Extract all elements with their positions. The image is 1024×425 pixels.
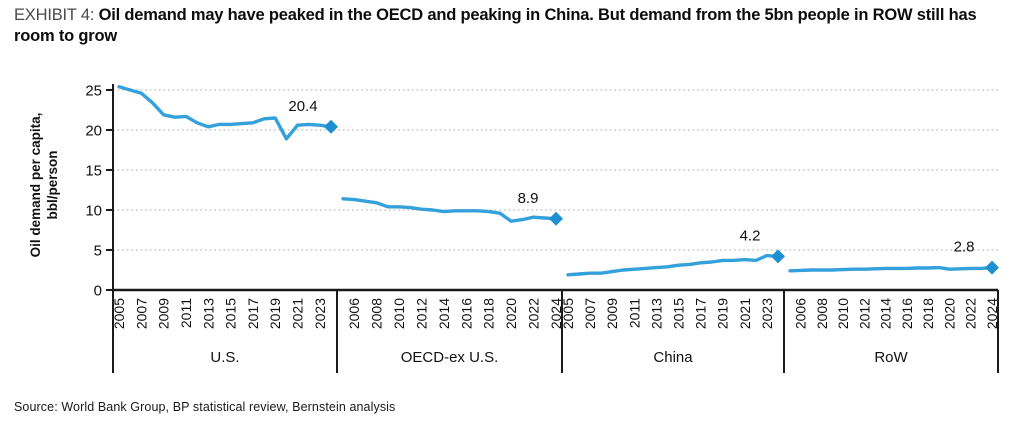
chart-canvas: 0 5 10 15 20 25 Oil demand per capita, bbl/pers… — [28, 83, 1000, 373]
x-tick-year-label: 2016 — [458, 298, 474, 329]
x-tick-year-label: 2021 — [737, 298, 753, 329]
x-tick-year-label: 2010 — [391, 298, 407, 329]
x-tick-year-label: 2011 — [178, 298, 194, 328]
x-tick-year-label: 2019 — [715, 298, 731, 329]
x-tick-year-label: 2006 — [793, 298, 809, 329]
end-diamond-marker — [985, 260, 999, 275]
series-line-us — [117, 85, 333, 141]
source-note: Source: World Bank Group, BP statistical… — [14, 400, 396, 414]
x-tick-year-label: 2022 — [963, 298, 979, 329]
panel-label: RoW — [874, 349, 908, 366]
exhibit-label: EXHIBIT 4: — [14, 6, 95, 24]
y-axis-title-line1: Oil demand per capita, — [28, 113, 43, 258]
x-tick-year-label: 2020 — [941, 298, 957, 329]
data-label: 2.8 — [954, 239, 975, 256]
x-tick-year-label: 2013 — [648, 298, 664, 329]
x-tick-year-label: 2010 — [835, 298, 851, 329]
data-label: 8.9 — [518, 190, 539, 207]
y-tick-label: 5 — [94, 243, 102, 260]
x-tick-year-label: 2021 — [290, 298, 306, 329]
x-tick-year-label: 2007 — [133, 298, 149, 329]
oil-demand-chart: 0 5 10 15 20 25 Oil demand per capita, bbl/pers… — [0, 70, 1024, 390]
x-tick-year-label: 2012 — [413, 298, 429, 329]
x-tick-year-label: 2023 — [312, 298, 328, 329]
x-tick-year-label: 2017 — [245, 298, 261, 329]
data-label: 20.4 — [288, 98, 317, 115]
x-tick-year-label: 2022 — [526, 298, 542, 329]
x-tick-year-label: 2014 — [878, 298, 894, 329]
x-tick-year-label: 2023 — [759, 298, 775, 329]
panel-label: U.S. — [210, 349, 239, 366]
panel-label: OECD-ex U.S. — [401, 349, 499, 366]
x-tick-year-label: 2017 — [693, 298, 709, 329]
x-tick-year-label: 2009 — [156, 298, 172, 329]
x-tick-year-label: 2008 — [369, 298, 385, 329]
y-tick-label: 15 — [85, 163, 102, 180]
x-tick-year-label: 2008 — [814, 298, 830, 329]
data-label: 4.2 — [740, 227, 761, 244]
x-tick-year-label: 2012 — [856, 298, 872, 329]
x-tick-year-label: 2005 — [560, 298, 576, 329]
x-tick-year-label: 2024 — [548, 298, 564, 329]
x-tick-year-label: 2020 — [503, 298, 519, 329]
x-tick-year-label: 2015 — [671, 298, 687, 329]
panel-label: China — [653, 349, 693, 366]
exhibit-title: EXHIBIT 4: Oil demand may have peaked in… — [14, 5, 1014, 47]
x-tick-year-label: 2013 — [200, 298, 216, 329]
exhibit-title-text: Oil demand may have peaked in the OECD a… — [14, 6, 977, 45]
end-diamond-marker — [549, 211, 563, 226]
y-axis-title-line2: bbl/person — [45, 150, 60, 219]
x-tick-year-label: 2016 — [899, 298, 915, 329]
y-tick-label: 10 — [85, 203, 102, 220]
x-tick-year-label: 2005 — [111, 298, 127, 329]
x-tick-year-label: 2024 — [984, 298, 1000, 329]
end-diamond-marker — [771, 249, 785, 264]
x-tick-year-label: 2011 — [626, 298, 642, 328]
series-line-oecdexus — [341, 197, 558, 223]
series-line-row — [788, 265, 994, 273]
y-tick-label: 25 — [85, 83, 102, 100]
x-tick-year-label: 2015 — [223, 298, 239, 329]
x-tick-year-label: 2006 — [346, 298, 362, 329]
x-tick-year-label: 2019 — [267, 298, 283, 329]
y-tick-label: 20 — [85, 123, 102, 140]
end-diamond-marker — [324, 119, 338, 134]
y-tick-label: 0 — [94, 283, 102, 300]
series-line-china — [566, 253, 780, 277]
x-tick-year-label: 2018 — [481, 298, 497, 329]
x-tick-year-label: 2009 — [604, 298, 620, 329]
x-tick-year-label: 2014 — [436, 298, 452, 329]
x-tick-year-label: 2018 — [920, 298, 936, 329]
x-tick-year-label: 2007 — [582, 298, 598, 329]
